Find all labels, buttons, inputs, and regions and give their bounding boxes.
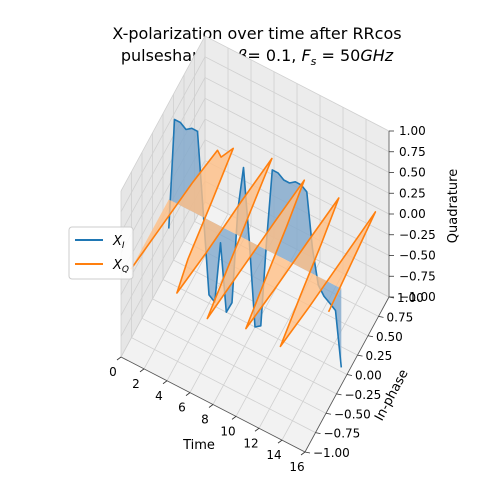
x-tick-mark xyxy=(277,439,283,444)
x-tick-mark xyxy=(231,416,237,420)
x-tick-label: 6 xyxy=(178,401,186,415)
x-tick-label: 10 xyxy=(220,424,235,438)
y-tick-mark xyxy=(304,451,311,454)
x-tick-mark xyxy=(139,368,145,373)
x-tick-mark xyxy=(185,392,191,396)
x-tick-mark xyxy=(116,356,122,361)
x-tick-mark xyxy=(254,427,260,432)
x-tick-mark xyxy=(208,404,214,408)
y-tick-mark xyxy=(346,374,353,376)
legend-label-xi: XI xyxy=(112,234,125,251)
z-tick-label: −1.00 xyxy=(399,290,436,304)
x-tick-label: 8 xyxy=(201,413,209,427)
series-line xyxy=(130,147,377,348)
z-tick-label: 0.75 xyxy=(399,145,426,159)
legend-label-xq: XQ xyxy=(112,258,129,275)
x-tick-label: 14 xyxy=(266,448,281,462)
z-tick-label: −0.75 xyxy=(399,269,436,283)
x-tick-mark xyxy=(300,451,306,456)
y-tick-label: −1.00 xyxy=(313,446,350,460)
z-tick-label: 0.00 xyxy=(399,207,426,221)
y-tick-mark xyxy=(378,315,384,318)
y-tick-label: 0.75 xyxy=(387,310,414,324)
title-line-1: X-polarization over time after RRcos xyxy=(112,24,401,43)
chart-title: X-polarization over time after RRcos pul… xyxy=(112,24,401,68)
y-tick-label: 1.00 xyxy=(397,291,424,305)
y-tick-label: 0.50 xyxy=(376,330,403,344)
z-gridline xyxy=(120,97,390,254)
x-tick-label: 4 xyxy=(155,389,163,403)
y-tick-label: −0.25 xyxy=(345,388,382,402)
z-gridline xyxy=(120,56,390,212)
x-tick-label: 0 xyxy=(109,365,117,379)
z-tick-label: 0.25 xyxy=(399,186,426,200)
y-tick-label: −0.75 xyxy=(324,427,361,441)
z-axis-label: Quadrature xyxy=(446,169,461,243)
x-tick-label: 2 xyxy=(132,377,140,391)
series-fill xyxy=(130,148,376,347)
y-tick-mark xyxy=(325,412,332,415)
series-layer xyxy=(130,118,377,368)
legend: XI XQ xyxy=(68,226,134,280)
y-tick-label: 0.00 xyxy=(355,369,382,383)
y-tick-mark xyxy=(367,335,374,338)
series-x-q xyxy=(130,147,377,348)
z-gridline xyxy=(120,76,390,233)
z-gridline xyxy=(120,35,390,192)
z-tick-label: −0.25 xyxy=(399,228,436,242)
x-axis-label: Time xyxy=(182,438,215,453)
y-tick-label: −0.50 xyxy=(334,407,371,421)
y-tick-mark xyxy=(357,354,363,357)
x-tick-label: 12 xyxy=(243,436,258,450)
z-tick-label: 0.50 xyxy=(399,166,426,180)
z-gridline xyxy=(120,118,390,275)
z-tick-label: −0.50 xyxy=(399,249,436,263)
x-tick-mark xyxy=(162,380,168,385)
y-tick-mark xyxy=(315,432,321,435)
x-tick-label: 16 xyxy=(289,460,304,474)
z-tick-label: 1.00 xyxy=(399,124,426,138)
y-tick-label: 0.25 xyxy=(366,349,393,363)
tick-labels: 0 2 4 6 8 10 12 14 16 −1.00 −0.75 −0.50 −0.25 0.00 0.2… xyxy=(109,124,436,474)
y-tick-mark xyxy=(336,393,342,396)
